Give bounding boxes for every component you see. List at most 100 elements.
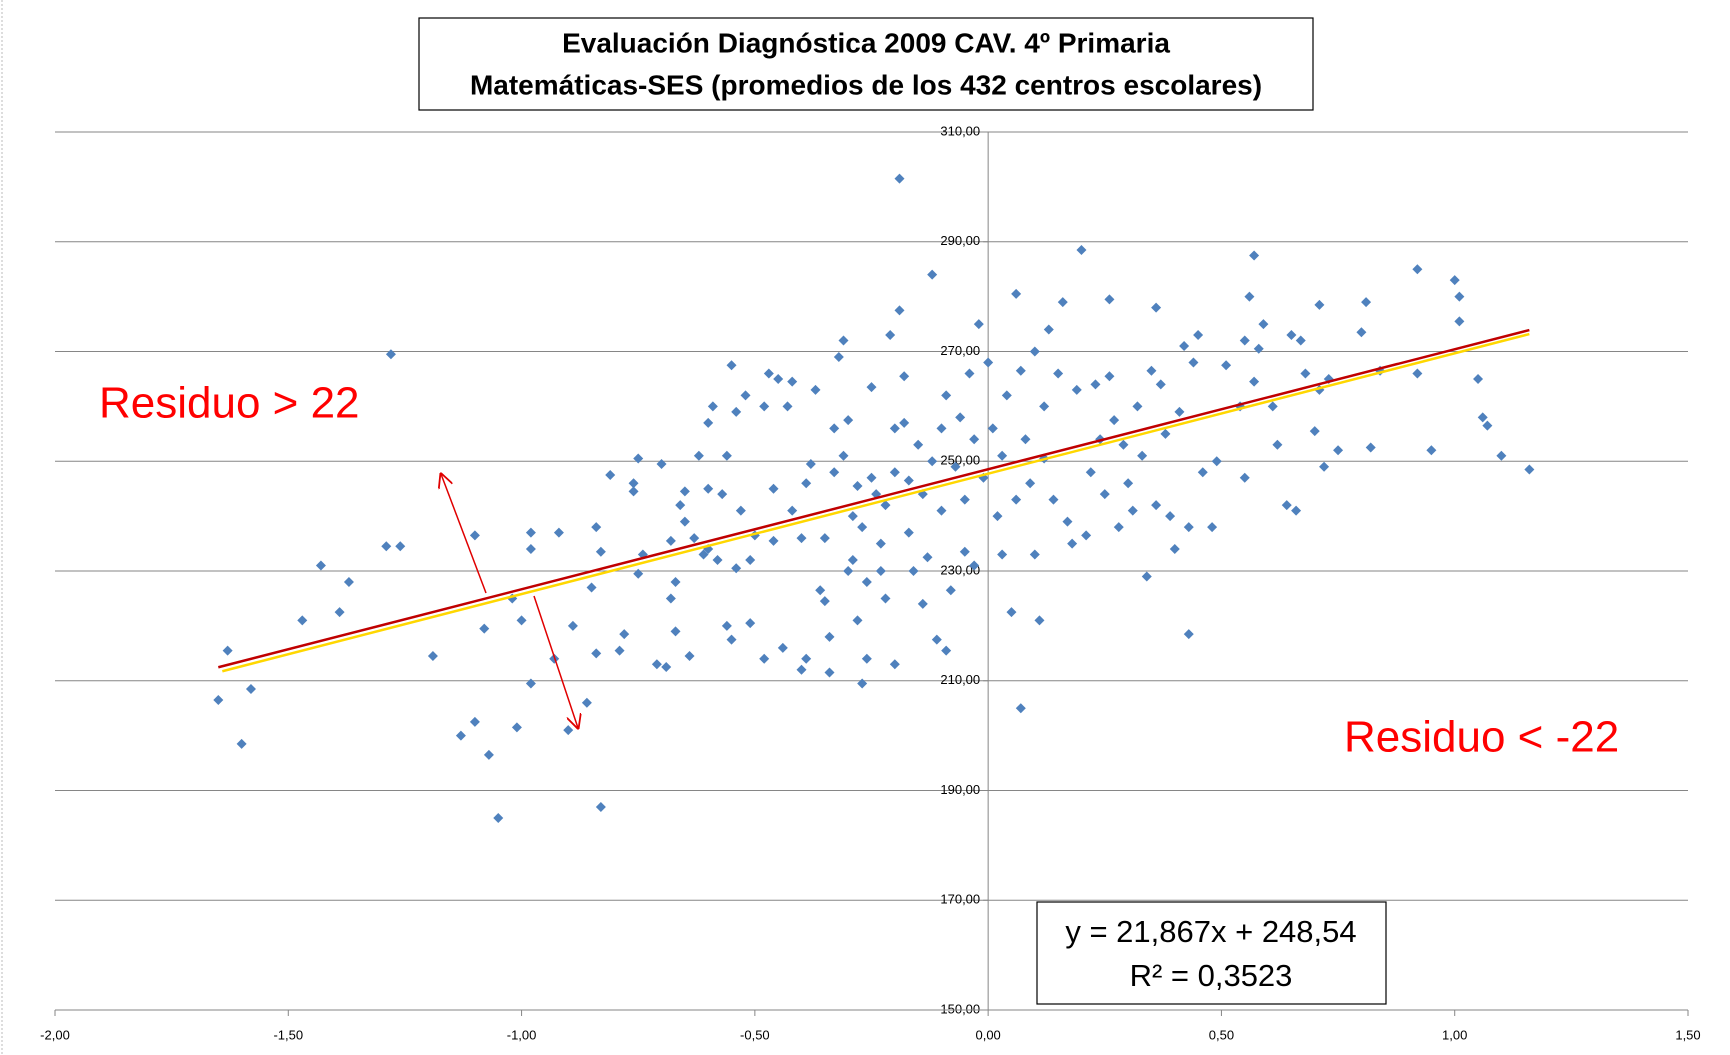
point: [1272, 439, 1283, 450]
point: [833, 351, 844, 362]
point: [595, 801, 606, 812]
point: [987, 423, 998, 434]
point: [567, 620, 578, 631]
annotation: Residuo > 22: [99, 379, 360, 428]
point: [773, 373, 784, 384]
point: [1015, 365, 1026, 376]
point: [936, 423, 947, 434]
point: [1011, 288, 1022, 299]
point: [899, 417, 910, 428]
trendline: [217, 328, 1530, 669]
point: [875, 566, 886, 576]
point: [903, 475, 914, 486]
point: [469, 530, 480, 541]
point: [1249, 250, 1260, 261]
point: [670, 576, 681, 587]
point: [861, 576, 872, 587]
point: [297, 615, 308, 626]
point: [866, 382, 877, 393]
point: [1015, 703, 1026, 714]
point: [1267, 401, 1278, 412]
point: [628, 478, 639, 489]
point: [1221, 360, 1232, 371]
point: [829, 467, 840, 478]
point: [525, 527, 536, 538]
point: [1244, 291, 1255, 302]
point: [511, 722, 522, 733]
point: [1137, 450, 1148, 461]
point: [759, 401, 770, 412]
point: [735, 505, 746, 516]
point: [941, 390, 952, 401]
point: [1029, 346, 1040, 357]
point: [880, 593, 891, 604]
point: [1169, 544, 1180, 555]
point: [689, 533, 700, 544]
point: [997, 450, 1008, 461]
point: [1300, 368, 1311, 379]
point: [628, 486, 639, 497]
point: [843, 415, 854, 426]
point: [633, 453, 644, 464]
point: [1281, 500, 1292, 511]
point: [838, 335, 849, 346]
point: [1174, 406, 1185, 417]
point: [1356, 327, 1367, 338]
point: [1193, 330, 1204, 341]
point: [213, 694, 224, 705]
point: [885, 330, 896, 341]
point: [889, 467, 900, 478]
point: [782, 401, 793, 412]
point: [1011, 494, 1022, 505]
point: [1319, 461, 1330, 472]
point: [1151, 500, 1162, 511]
point: [479, 623, 490, 634]
point: [614, 645, 625, 656]
point: [1062, 516, 1073, 527]
trend: [217, 328, 1530, 673]
point: [805, 458, 816, 469]
point: [819, 596, 830, 607]
point: [516, 615, 527, 626]
point: [861, 653, 872, 664]
point: [857, 522, 868, 533]
point: [1099, 489, 1110, 500]
chart-title: Evaluación Diagnóstica 2009 CAV. 4º Prim…: [562, 27, 1170, 58]
point: [427, 651, 438, 662]
point: [661, 662, 672, 673]
point: [810, 384, 821, 395]
point: [973, 319, 984, 330]
point: [768, 483, 779, 494]
point: [1365, 442, 1376, 453]
points: [213, 173, 1535, 823]
point: [1496, 450, 1507, 461]
point: [563, 725, 574, 736]
point: [969, 434, 980, 445]
point: [1179, 341, 1190, 352]
point: [843, 566, 854, 576]
point: [894, 305, 905, 316]
point: [838, 450, 849, 461]
point: [1076, 244, 1087, 255]
point: [651, 659, 662, 670]
x-tick-label: -1,50: [273, 1027, 303, 1042]
point: [852, 615, 863, 626]
point: [717, 489, 728, 500]
point: [759, 653, 770, 664]
point: [903, 527, 914, 538]
point: [731, 406, 742, 417]
point: [395, 541, 406, 552]
point: [483, 749, 494, 760]
point: [1043, 324, 1054, 335]
point: [721, 450, 732, 461]
point: [777, 642, 788, 653]
point: [665, 593, 676, 604]
point: [959, 546, 970, 557]
point: [670, 626, 681, 637]
point: [656, 458, 667, 469]
point: [1165, 511, 1176, 522]
point: [726, 360, 737, 371]
y-tick-label: 190,00: [940, 782, 980, 797]
arrow: [533, 595, 578, 728]
